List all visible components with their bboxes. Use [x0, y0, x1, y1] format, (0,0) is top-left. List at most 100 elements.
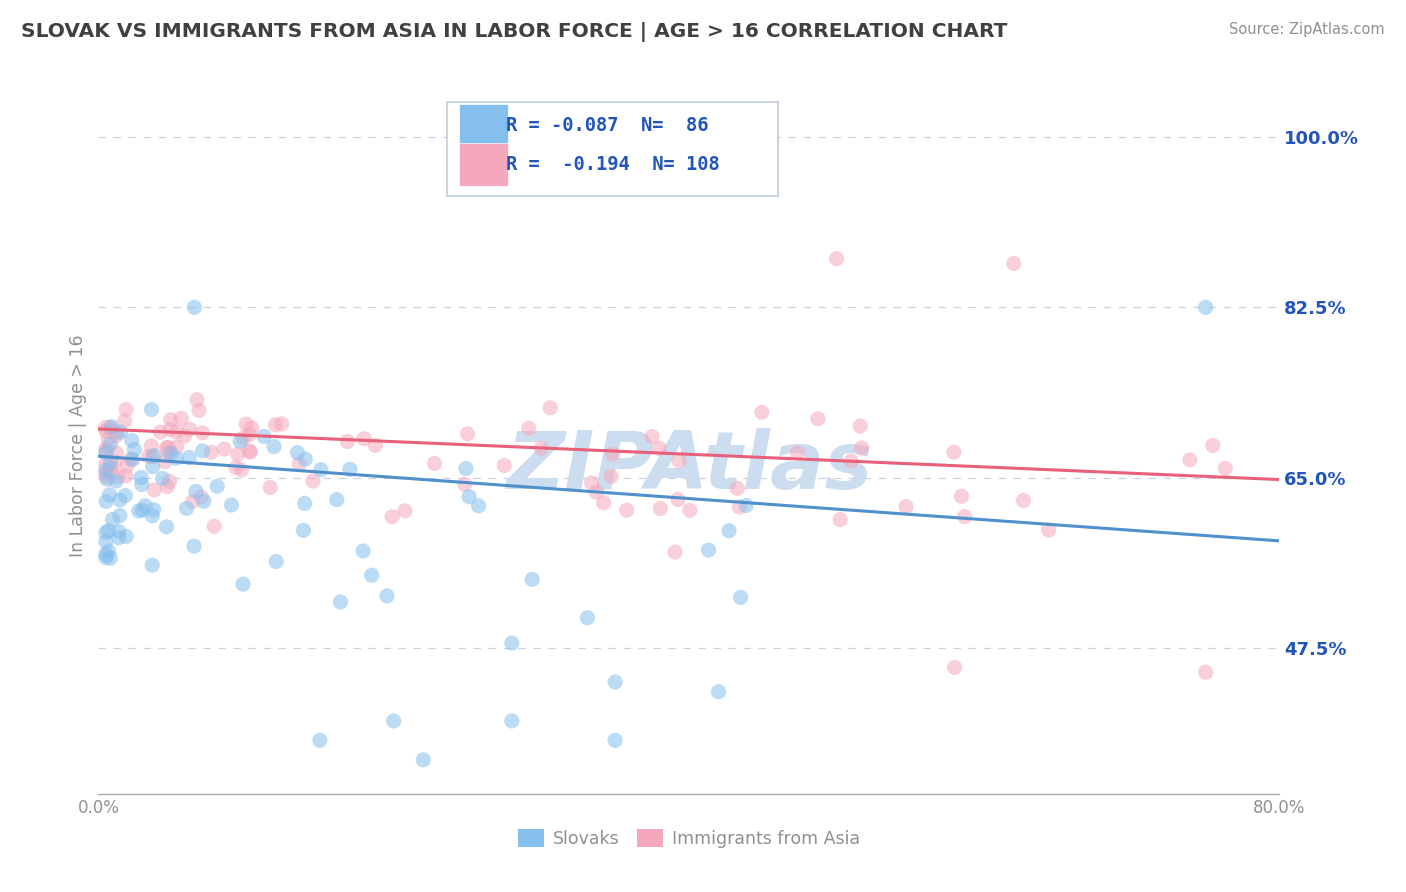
- Slovaks: [375, 589, 398, 603]
- Slovaks: [412, 753, 434, 767]
- Immigrants from Asia: [94, 469, 117, 483]
- Immigrants from Asia: [530, 442, 553, 456]
- Text: SLOVAK VS IMMIGRANTS FROM ASIA IN LABOR FORCE | AGE > 16 CORRELATION CHART: SLOVAK VS IMMIGRANTS FROM ASIA IN LABOR …: [21, 22, 1008, 42]
- Slovaks: [184, 484, 207, 499]
- Slovaks: [100, 419, 122, 434]
- Immigrants from Asia: [264, 417, 287, 432]
- Slovaks: [329, 595, 352, 609]
- Immigrants from Asia: [94, 442, 117, 457]
- Immigrants from Asia: [156, 441, 179, 455]
- Immigrants from Asia: [98, 420, 121, 434]
- Immigrants from Asia: [1038, 523, 1060, 537]
- Slovaks: [294, 452, 316, 467]
- Immigrants from Asia: [94, 424, 117, 438]
- Slovaks: [142, 459, 165, 474]
- Slovaks: [205, 479, 228, 493]
- Slovaks: [105, 474, 128, 488]
- Legend: Slovaks, Immigrants from Asia: Slovaks, Immigrants from Asia: [512, 822, 866, 855]
- Immigrants from Asia: [1178, 453, 1201, 467]
- Slovaks: [100, 437, 122, 451]
- Slovaks: [183, 539, 205, 553]
- Immigrants from Asia: [950, 489, 973, 503]
- Immigrants from Asia: [114, 414, 136, 428]
- Slovaks: [114, 489, 136, 503]
- Immigrants from Asia: [664, 545, 686, 559]
- Slovaks: [142, 502, 165, 516]
- Immigrants from Asia: [138, 450, 160, 464]
- Slovaks: [454, 461, 477, 475]
- Immigrants from Asia: [239, 445, 262, 459]
- Slovaks: [152, 471, 174, 485]
- Slovaks: [124, 442, 146, 457]
- Immigrants from Asia: [232, 431, 254, 445]
- Immigrants from Asia: [200, 445, 222, 459]
- Text: R =  -0.194  N= 108: R = -0.194 N= 108: [506, 155, 720, 174]
- Slovaks: [287, 445, 309, 459]
- Slovaks: [98, 551, 121, 566]
- Immigrants from Asia: [616, 503, 638, 517]
- Immigrants from Asia: [170, 411, 193, 425]
- Slovaks: [155, 520, 177, 534]
- Immigrants from Asia: [105, 446, 128, 460]
- Immigrants from Asia: [94, 466, 117, 480]
- Immigrants from Asia: [94, 458, 117, 472]
- Immigrants from Asia: [894, 500, 917, 514]
- Immigrants from Asia: [825, 252, 848, 266]
- Slovaks: [232, 577, 254, 591]
- Slovaks: [501, 714, 523, 728]
- Immigrants from Asia: [668, 454, 690, 468]
- Immigrants from Asia: [302, 474, 325, 488]
- Immigrants from Asia: [336, 434, 359, 449]
- Slovaks: [735, 499, 758, 513]
- Slovaks: [294, 496, 316, 510]
- Immigrants from Asia: [751, 405, 773, 419]
- Immigrants from Asia: [149, 425, 172, 439]
- Immigrants from Asia: [159, 423, 181, 437]
- Immigrants from Asia: [839, 454, 862, 468]
- Slovaks: [229, 434, 252, 449]
- Slovaks: [141, 402, 163, 417]
- Immigrants from Asia: [166, 440, 188, 454]
- Immigrants from Asia: [238, 444, 260, 458]
- Immigrants from Asia: [830, 513, 852, 527]
- Immigrants from Asia: [240, 421, 263, 435]
- Slovaks: [101, 512, 124, 526]
- Slovaks: [128, 504, 150, 518]
- Text: Source: ZipAtlas.com: Source: ZipAtlas.com: [1229, 22, 1385, 37]
- Slovaks: [96, 472, 118, 486]
- Immigrants from Asia: [600, 469, 623, 483]
- Immigrants from Asia: [115, 468, 138, 483]
- Immigrants from Asia: [115, 458, 138, 473]
- Slovaks: [94, 446, 117, 460]
- Slovaks: [730, 591, 752, 605]
- Immigrants from Asia: [98, 461, 121, 475]
- Immigrants from Asia: [288, 457, 311, 471]
- Slovaks: [253, 429, 276, 443]
- Slovaks: [605, 675, 627, 690]
- Immigrants from Asia: [191, 425, 214, 440]
- Slovaks: [107, 524, 129, 539]
- Slovaks: [134, 499, 156, 513]
- Slovaks: [97, 544, 120, 558]
- Immigrants from Asia: [159, 412, 181, 426]
- Immigrants from Asia: [592, 496, 614, 510]
- Immigrants from Asia: [157, 441, 180, 455]
- Slovaks: [94, 525, 117, 540]
- Slovaks: [467, 499, 489, 513]
- Immigrants from Asia: [186, 392, 208, 407]
- Immigrants from Asia: [602, 447, 624, 461]
- Immigrants from Asia: [725, 481, 748, 495]
- Slovaks: [707, 684, 730, 698]
- Immigrants from Asia: [270, 417, 292, 431]
- Immigrants from Asia: [1195, 665, 1218, 680]
- Slovaks: [458, 490, 481, 504]
- Immigrants from Asia: [238, 427, 260, 442]
- Slovaks: [129, 470, 152, 484]
- Slovaks: [191, 444, 214, 458]
- Slovaks: [193, 494, 215, 508]
- Immigrants from Asia: [943, 660, 966, 674]
- Immigrants from Asia: [1012, 493, 1035, 508]
- Immigrants from Asia: [104, 455, 127, 469]
- Slovaks: [718, 524, 741, 538]
- Slovaks: [165, 451, 187, 466]
